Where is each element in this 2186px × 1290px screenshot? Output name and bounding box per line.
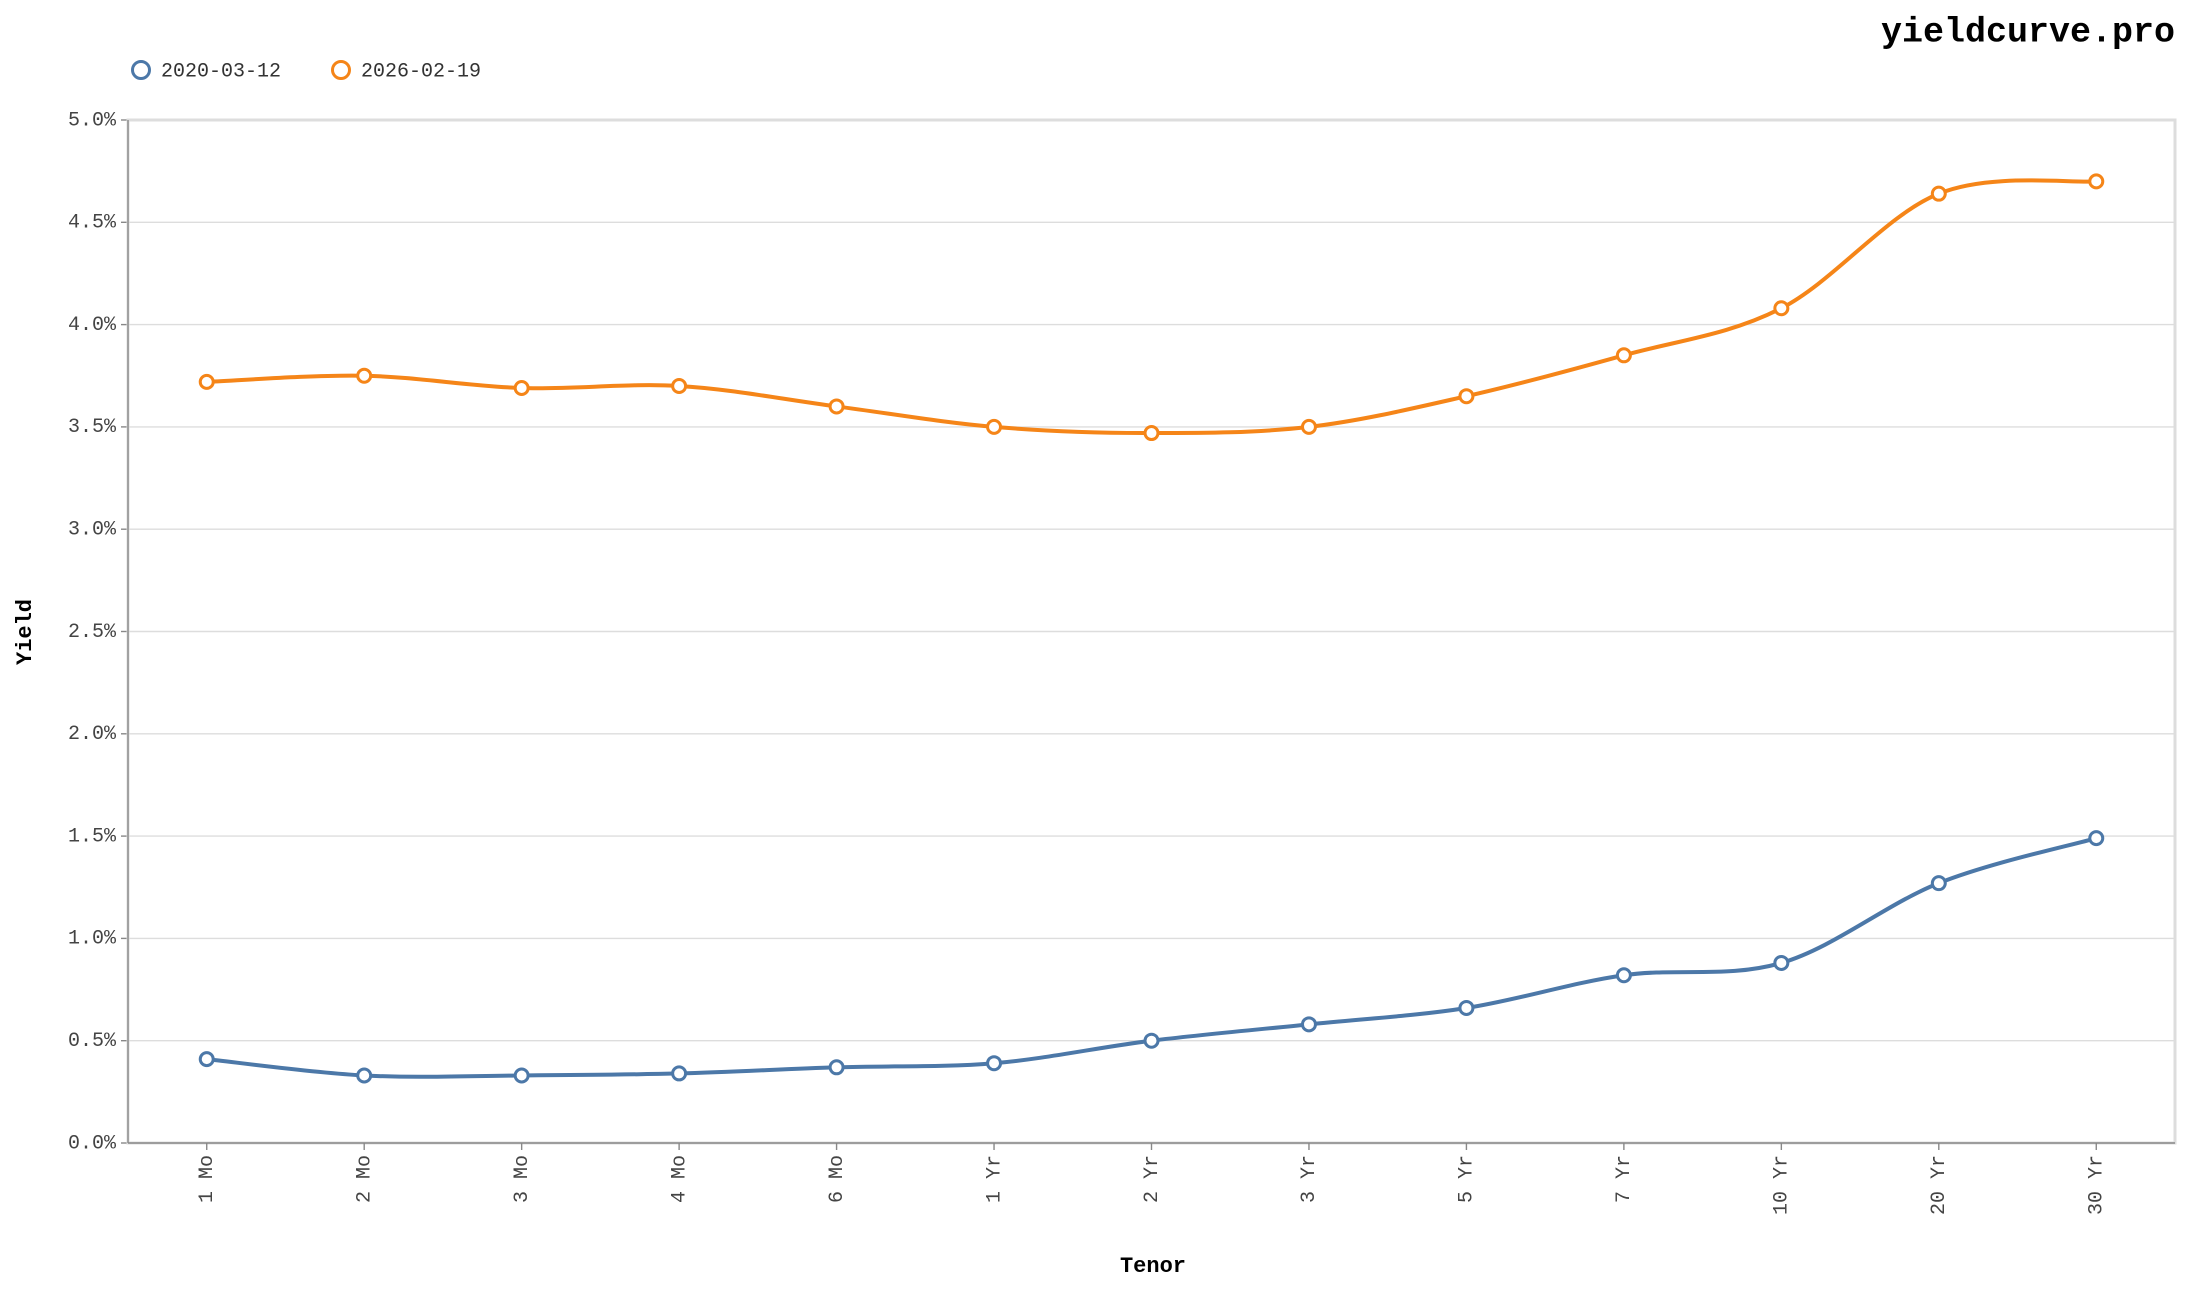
point bbox=[1143, 1032, 1160, 1049]
point bbox=[513, 1067, 530, 1084]
legend-label: 2020-03-12 bbox=[161, 60, 281, 83]
x-tick-label: 20 Yr bbox=[1928, 1155, 1951, 1215]
x-tick-label: 3 Yr bbox=[1298, 1155, 1321, 1203]
y-tick-label: 0.5% bbox=[68, 1030, 117, 1053]
point bbox=[1615, 347, 1632, 364]
point bbox=[1615, 967, 1632, 984]
point bbox=[198, 373, 215, 390]
point bbox=[513, 380, 530, 397]
y-tick-label: 4.0% bbox=[68, 314, 117, 337]
y-tick-label: 3.5% bbox=[68, 416, 117, 439]
legend-label: 2026-02-19 bbox=[361, 60, 481, 83]
point bbox=[1458, 999, 1475, 1016]
line bbox=[206, 178, 2097, 436]
y-tick-label: 3.0% bbox=[68, 518, 117, 541]
point bbox=[2088, 830, 2105, 847]
x-axis-title: Tenor bbox=[1120, 1254, 1186, 1279]
x-tick-label: 4 Mo bbox=[668, 1155, 691, 1203]
y-tick-label: 4.5% bbox=[68, 212, 117, 235]
y-axis-title: Yield bbox=[13, 599, 38, 665]
point bbox=[1773, 300, 1790, 317]
legend-marker bbox=[331, 60, 351, 80]
x-tick-label: 10 Yr bbox=[1771, 1155, 1794, 1215]
point bbox=[356, 367, 373, 384]
point bbox=[828, 398, 845, 415]
point bbox=[1143, 425, 1160, 442]
point bbox=[1458, 388, 1475, 405]
point bbox=[1300, 418, 1317, 435]
x-tick-label: 1 Yr bbox=[983, 1155, 1006, 1203]
y-tick-label: 2.0% bbox=[68, 723, 117, 746]
point bbox=[986, 418, 1003, 435]
chart-title: yieldcurve.pro bbox=[1881, 12, 2175, 52]
point bbox=[1300, 1016, 1317, 1033]
point bbox=[198, 1051, 215, 1068]
point bbox=[1930, 185, 1947, 202]
point bbox=[671, 377, 688, 394]
x-tick-label: 30 Yr bbox=[2086, 1155, 2109, 1215]
point bbox=[1773, 954, 1790, 971]
point bbox=[356, 1067, 373, 1084]
y-tick-label: 2.5% bbox=[68, 621, 117, 644]
point bbox=[986, 1055, 1003, 1072]
x-tick-label: 5 Yr bbox=[1456, 1155, 1479, 1203]
point bbox=[2088, 173, 2105, 190]
y-tick-label: 5.0% bbox=[68, 109, 117, 132]
y-tick-label: 1.5% bbox=[68, 825, 117, 848]
x-tick-label: 1 Mo bbox=[196, 1155, 219, 1203]
y-tick-label: 0.0% bbox=[68, 1132, 117, 1155]
point bbox=[1930, 875, 1947, 892]
y-tick-label: 1.0% bbox=[68, 928, 117, 951]
x-tick-label: 6 Mo bbox=[826, 1155, 849, 1203]
x-tick-label: 7 Yr bbox=[1613, 1155, 1636, 1203]
x-tick-label: 2 Yr bbox=[1141, 1155, 1164, 1203]
point bbox=[828, 1059, 845, 1076]
legend-marker bbox=[131, 60, 151, 80]
x-tick-label: 3 Mo bbox=[511, 1155, 534, 1203]
x-tick-label: 2 Mo bbox=[353, 1155, 376, 1203]
point bbox=[671, 1065, 688, 1082]
